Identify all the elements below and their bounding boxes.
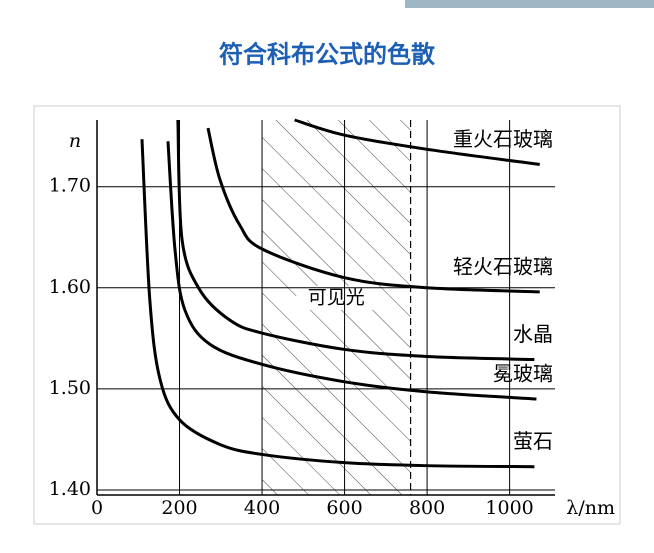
series-line — [206, 127, 540, 294]
x-tick-label: 400 — [244, 497, 280, 519]
y-tick-label: 1.60 — [49, 276, 91, 298]
series-line — [176, 119, 535, 362]
y-axis-label: n — [69, 130, 81, 152]
series-line — [294, 118, 540, 166]
series-label: 萤石 — [513, 429, 553, 453]
y-tick-label: 1.40 — [49, 478, 91, 500]
x-tick-label: 1000 — [485, 497, 533, 519]
series-label: 冕玻璃 — [493, 361, 553, 385]
y-tick-label: 1.70 — [49, 175, 91, 197]
x-tick-label: 800 — [409, 497, 445, 519]
x-tick-label: 600 — [326, 497, 362, 519]
y-tick-label: 1.50 — [49, 377, 91, 399]
top-decoration — [405, 0, 654, 8]
chart-title: 符合科布公式的色散 — [219, 40, 435, 69]
series-line — [140, 139, 535, 469]
series-label: 轻火石玻璃 — [453, 254, 553, 278]
x-tick-label: 0 — [91, 497, 103, 519]
series-label: 水晶 — [513, 322, 553, 346]
series-label: 重火石玻璃 — [453, 127, 553, 151]
x-tick-label: 200 — [161, 497, 197, 519]
x-axis-label: λ/nm — [566, 497, 615, 519]
series-line — [166, 141, 537, 401]
highlight-label: 可见光 — [308, 286, 365, 308]
highlight-label-bg — [296, 285, 377, 310]
